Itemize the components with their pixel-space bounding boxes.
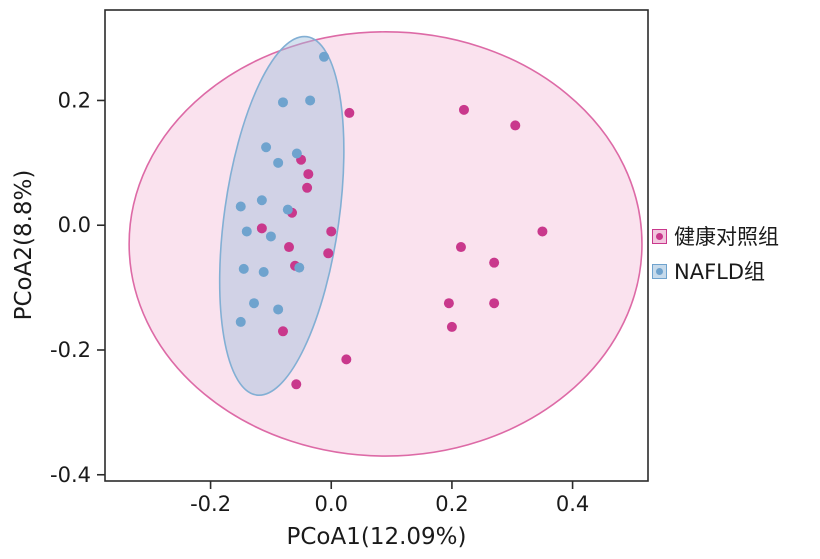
data-point-health-control [303, 169, 314, 180]
x-tick-label: 0.0 [315, 492, 348, 516]
data-point-health-control [510, 120, 521, 131]
data-point-nafld [282, 204, 293, 215]
data-point-nafld [256, 195, 267, 206]
data-point-health-control [458, 104, 469, 115]
data-point-health-control [344, 107, 355, 118]
data-point-health-control [446, 321, 457, 332]
data-point-health-control [291, 379, 302, 390]
data-point-nafld [319, 51, 330, 62]
data-point-health-control [443, 298, 454, 309]
data-point-health-control [455, 242, 466, 253]
data-point-health-control [341, 354, 352, 365]
data-point-nafld [261, 142, 272, 153]
legend: 健康对照组 NAFLD组 [652, 221, 779, 286]
data-point-nafld [291, 148, 302, 159]
legend-point-icon [656, 267, 663, 275]
data-point-nafld [265, 231, 276, 242]
legend-label-health-control: 健康对照组 [674, 225, 779, 249]
y-tick-label: -0.4 [50, 463, 91, 487]
data-point-nafld [273, 304, 284, 315]
data-point-health-control [323, 248, 334, 259]
plot-border [104, 9, 649, 482]
x-axis-label: PCoA1(12.09%) [286, 524, 467, 550]
legend-point-icon [656, 232, 663, 240]
data-point-health-control [537, 226, 548, 237]
x-tick-label: 0.2 [435, 492, 468, 516]
data-point-health-control [256, 223, 267, 234]
y-tick-label: 0.2 [58, 88, 91, 112]
data-point-nafld [249, 298, 260, 309]
data-point-health-control [284, 242, 295, 253]
legend-item-health-control: 健康对照组 [652, 221, 779, 251]
data-point-health-control [489, 298, 500, 309]
data-point-nafld [273, 157, 284, 168]
y-axis-label: PCoA2(8.8%) [11, 169, 37, 321]
data-point-nafld [238, 263, 249, 274]
legend-item-nafld: NAFLD组 [652, 256, 779, 286]
x-tick-label: -0.2 [190, 492, 231, 516]
data-point-nafld [241, 226, 252, 237]
y-tick-label: 0.0 [58, 213, 91, 237]
data-point-nafld [235, 201, 246, 212]
data-point-health-control [277, 326, 288, 337]
data-point-nafld [235, 316, 246, 327]
data-point-nafld [305, 95, 316, 106]
data-point-nafld [294, 262, 305, 273]
x-tick-label: 0.4 [556, 492, 589, 516]
data-point-health-control [302, 182, 313, 193]
legend-swatch-nafld [652, 263, 667, 279]
y-tick-label: -0.2 [50, 338, 91, 362]
legend-label-nafld: NAFLD组 [674, 260, 766, 284]
data-point-health-control [489, 257, 500, 268]
data-point-health-control [326, 226, 337, 237]
data-point-nafld [258, 267, 269, 278]
data-point-nafld [277, 97, 288, 108]
confidence-ellipse-health-control [128, 31, 643, 457]
legend-swatch-health-control [652, 228, 667, 244]
